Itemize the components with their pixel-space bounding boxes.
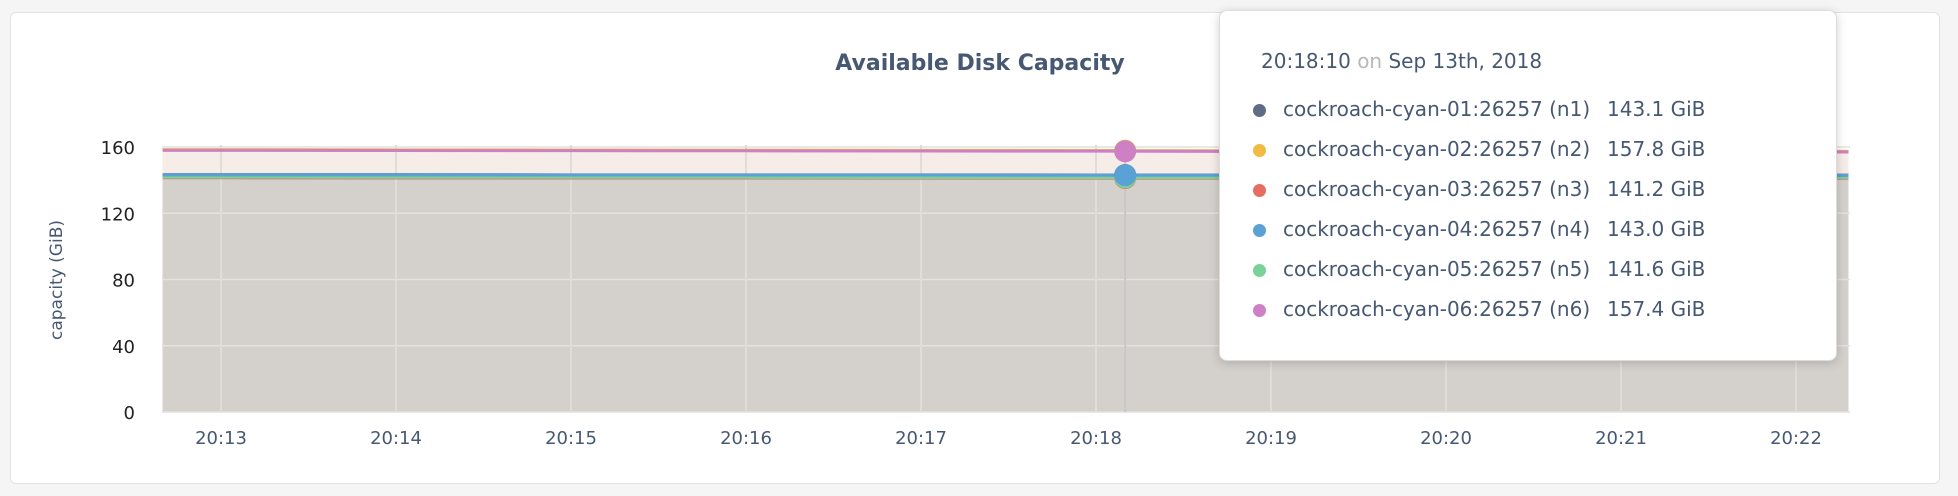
x-tick-label: 20:16 bbox=[720, 428, 772, 449]
y-tick-label: 40 bbox=[112, 337, 135, 358]
tooltip-series-name: cockroach-cyan-02:26257 (n2) bbox=[1283, 137, 1591, 161]
x-tick-label: 20:14 bbox=[370, 428, 422, 449]
hover-point bbox=[1114, 140, 1137, 163]
x-tick-label: 20:13 bbox=[195, 428, 247, 449]
tooltip-series-value: 141.6 GiB bbox=[1607, 257, 1706, 281]
series-dot-icon bbox=[1253, 304, 1266, 317]
tooltip-series-name: cockroach-cyan-01:26257 (n1) bbox=[1283, 97, 1591, 121]
x-tick-label: 20:15 bbox=[545, 428, 597, 449]
tooltip-header: 20:18:10 on Sep 13th, 2018 bbox=[1261, 49, 1542, 73]
tooltip-series-value: 143.0 GiB bbox=[1607, 217, 1706, 241]
y-axis-label: capacity (GiB) bbox=[47, 220, 67, 340]
tooltip-series-value: 141.2 GiB bbox=[1607, 177, 1706, 201]
tooltip-series-value: 143.1 GiB bbox=[1607, 97, 1706, 121]
tooltip-series-value: 157.4 GiB bbox=[1607, 297, 1706, 321]
tooltip-row-n1: cockroach-cyan-01:26257 (n1) 143.1 GiB bbox=[1253, 95, 1813, 125]
x-tick-label: 20:21 bbox=[1595, 428, 1647, 449]
tooltip-row-n2: cockroach-cyan-02:26257 (n2) 157.8 GiB bbox=[1253, 135, 1813, 165]
series-dot-icon bbox=[1253, 224, 1266, 237]
tooltip-series-value: 157.8 GiB bbox=[1607, 137, 1706, 161]
x-tick-label: 20:22 bbox=[1770, 428, 1822, 449]
y-tick-label: 80 bbox=[112, 271, 135, 292]
series-dot-icon bbox=[1253, 144, 1266, 157]
y-tick-label: 0 bbox=[124, 403, 135, 424]
y-tick-label: 120 bbox=[101, 204, 135, 225]
tooltip-series-name: cockroach-cyan-05:26257 (n5) bbox=[1283, 257, 1591, 281]
tooltip-series-name: cockroach-cyan-06:26257 (n6) bbox=[1283, 297, 1591, 321]
chart-title: Available Disk Capacity bbox=[835, 51, 1124, 76]
y-tick-label: 160 bbox=[101, 138, 135, 159]
series-dot-icon bbox=[1253, 104, 1266, 117]
tooltip-row-n4: cockroach-cyan-04:26257 (n4) 143.0 GiB bbox=[1253, 215, 1813, 245]
x-tick-label: 20:18 bbox=[1070, 428, 1122, 449]
series-dot-icon bbox=[1253, 184, 1266, 197]
x-tick-label: 20:20 bbox=[1420, 428, 1472, 449]
tooltip-on: on bbox=[1357, 49, 1383, 73]
tooltip-series-name: cockroach-cyan-04:26257 (n4) bbox=[1283, 217, 1591, 241]
series-dot-icon bbox=[1253, 264, 1266, 277]
tooltip-time: 20:18:10 bbox=[1261, 49, 1351, 73]
tooltip-series-name: cockroach-cyan-03:26257 (n3) bbox=[1283, 177, 1591, 201]
x-tick-label: 20:17 bbox=[895, 428, 947, 449]
x-tick-label: 20:19 bbox=[1245, 428, 1297, 449]
tooltip-date: Sep 13th, 2018 bbox=[1388, 49, 1543, 73]
hover-point bbox=[1114, 164, 1137, 187]
tooltip-row-n3: cockroach-cyan-03:26257 (n3) 141.2 GiB bbox=[1253, 175, 1813, 205]
tooltip-row-n6: cockroach-cyan-06:26257 (n6) 157.4 GiB bbox=[1253, 295, 1813, 325]
tooltip-row-n5: cockroach-cyan-05:26257 (n5) 141.6 GiB bbox=[1253, 255, 1813, 285]
chart-tooltip: 20:18:10 on Sep 13th, 2018 cockroach-cya… bbox=[1219, 10, 1837, 361]
